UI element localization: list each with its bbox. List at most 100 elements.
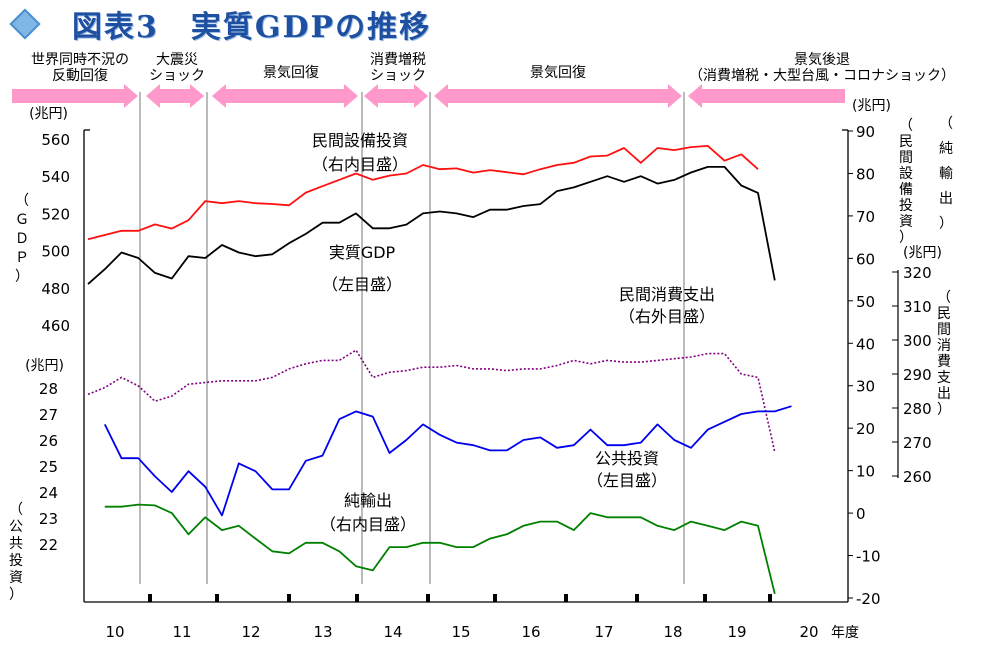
gdp-label-1: （左目盛）: [322, 275, 402, 294]
capex-axis-label-char-3: 設: [899, 166, 913, 182]
phase-label-1-0: 大震災: [156, 52, 198, 68]
phase-label-2-0: 景気回復: [263, 64, 319, 81]
publicinv-axis-label-char-4: 資: [9, 570, 23, 586]
publicinv-tick-0: 28: [39, 380, 58, 398]
gdp-tick-4: 480: [41, 280, 70, 298]
publicinv-axis-label-char-1: 公: [9, 519, 23, 535]
x-tick-label-1: 11: [172, 623, 191, 641]
public-investment-label-1: （左目盛）: [587, 471, 667, 490]
gdp-label-0: 実質GDP: [329, 243, 396, 262]
x-tick-label-8: 18: [663, 623, 682, 641]
publicinv-tick-3: 25: [39, 458, 58, 476]
axes: 10 11 12 13 14 15 16 17 18 19 20 年度5605405205004804…: [9, 98, 953, 641]
publicinv-unit: (兆円): [25, 358, 64, 374]
publicinv-axis-label-char-2: 共: [9, 536, 23, 552]
phase-arrow-4: [434, 84, 682, 108]
right-inner-tick-9: 0: [856, 505, 866, 523]
capex-line: [87, 144, 759, 241]
netexport-axis-label-char-0: （: [939, 116, 953, 132]
publicinv-tick-1: 27: [39, 406, 58, 424]
phase-arrow-3: [364, 84, 428, 108]
x-tick-label-3: 13: [313, 623, 332, 641]
right-outer-tick-1: 310: [903, 298, 932, 316]
consumption-axis-label-char-7: ）: [937, 402, 951, 418]
gdp-line: [87, 165, 776, 285]
right-outer-tick-5: 270: [903, 434, 932, 452]
x-tick-label-9: 19: [727, 623, 746, 641]
capex-axis-label-char-2: 間: [899, 150, 913, 166]
right-inner-unit: (兆円): [852, 98, 891, 114]
consumption-label-1: （右外目盛）: [619, 307, 715, 326]
gdp-axis-label-char-2: Ｄ: [15, 231, 29, 247]
page-title: 図表3 実質GDPの推移: [72, 10, 432, 45]
consumption-axis-label-char-3: 消: [937, 338, 951, 354]
consumption-axis-label-char-4: 費: [937, 354, 951, 370]
right-outer-tick-6: 260: [903, 468, 932, 486]
x-tick-label-5: 15: [451, 623, 470, 641]
phase-label-4-0: 景気回復: [530, 64, 586, 81]
x-tick-label-0: 10: [105, 623, 124, 641]
capex-label-0: 民間設備投資: [312, 131, 408, 150]
publicinv-axis-label-char-0: （: [9, 502, 23, 518]
year-marker-7: [635, 594, 639, 602]
right-inner-tick-11: -20: [856, 590, 881, 608]
series-lines: [87, 144, 792, 595]
netexport-axis-label-char-4: ）: [939, 216, 953, 232]
gdp-tick-3: 500: [41, 243, 70, 261]
year-marker-2: [287, 594, 291, 602]
publicinv-tick-6: 22: [39, 536, 58, 554]
phase-label-3-0: 消費増税: [370, 52, 426, 68]
gdp-axis-label-char-1: Ｇ: [15, 212, 29, 228]
series-labels: 実質GDP （左目盛） 民間設備投資 （右内目盛） 民間消費支出 （右外目盛） 公共投資 （左…: [312, 131, 715, 534]
gdp-tick-2: 520: [41, 205, 70, 223]
right-inner-tick-0: 90: [856, 123, 875, 141]
capex-label-1: （右内目盛）: [312, 155, 408, 174]
x-tick-label-10: 20: [799, 623, 818, 641]
net-exports-label-0: 純輸出: [344, 491, 392, 510]
netexport-axis-label-char-2: 輸: [939, 166, 953, 182]
year-marker-6: [564, 594, 568, 602]
phase-arrow-1: [146, 84, 204, 108]
right-outer-unit: (兆円): [903, 245, 942, 261]
right-inner-tick-8: 10: [856, 463, 875, 481]
x-tick-label-7: 17: [594, 623, 613, 641]
year-marker-1: [215, 594, 219, 602]
capex-axis-label-char-1: 民: [899, 134, 913, 150]
net-exports-line: [104, 503, 776, 595]
phase-label-5-0: 景気後退: [794, 52, 850, 68]
phase-label-0-1: 反動回復: [52, 67, 108, 84]
publicinv-axis-label-char-3: 投: [9, 553, 23, 569]
right-inner-tick-3: 60: [856, 250, 875, 268]
publicinv-tick-5: 23: [39, 510, 58, 528]
phase-arrow-5: [688, 84, 845, 108]
phase-divider-lines: [139, 92, 685, 584]
phase-label-0-0: 世界同時不況の: [31, 52, 129, 68]
right-inner-tick-2: 70: [856, 208, 875, 226]
gdp-axis-label-char-4: ）: [15, 269, 29, 285]
right-inner-tick-5: 40: [856, 335, 875, 353]
phase-label-3-1: ショック: [370, 68, 426, 84]
right-inner-tick-4: 50: [856, 293, 875, 311]
consumption-label-0: 民間消費支出: [619, 285, 715, 304]
year-marker-4: [426, 594, 430, 602]
phase-arrow-2: [212, 84, 358, 108]
year-marker-0: [148, 594, 152, 602]
right-outer-tick-4: 280: [903, 400, 932, 418]
public-investment-line: [103, 405, 792, 517]
gdp-tick-5: 460: [41, 317, 70, 335]
consumption-axis-label-char-2: 間: [937, 322, 951, 338]
gdp-unit: (兆円): [29, 106, 68, 122]
consumption-axis-label-char-6: 出: [937, 386, 951, 402]
public-investment-label-0: 公共投資: [595, 449, 659, 468]
capex-axis-label-char-0: （: [899, 118, 913, 134]
right-inner-tick-10: -10: [856, 548, 881, 566]
publicinv-axis-label-char-5: ）: [9, 587, 23, 603]
right-inner-tick-6: 30: [856, 378, 875, 396]
capex-axis-label-char-7: ）: [899, 230, 913, 246]
right-outer-tick-0: 320: [903, 264, 932, 282]
x-axis-label: 年度: [831, 625, 859, 641]
year-marker-3: [355, 594, 359, 602]
publicinv-tick-2: 26: [39, 432, 58, 450]
right-inner-tick-1: 80: [856, 165, 875, 183]
